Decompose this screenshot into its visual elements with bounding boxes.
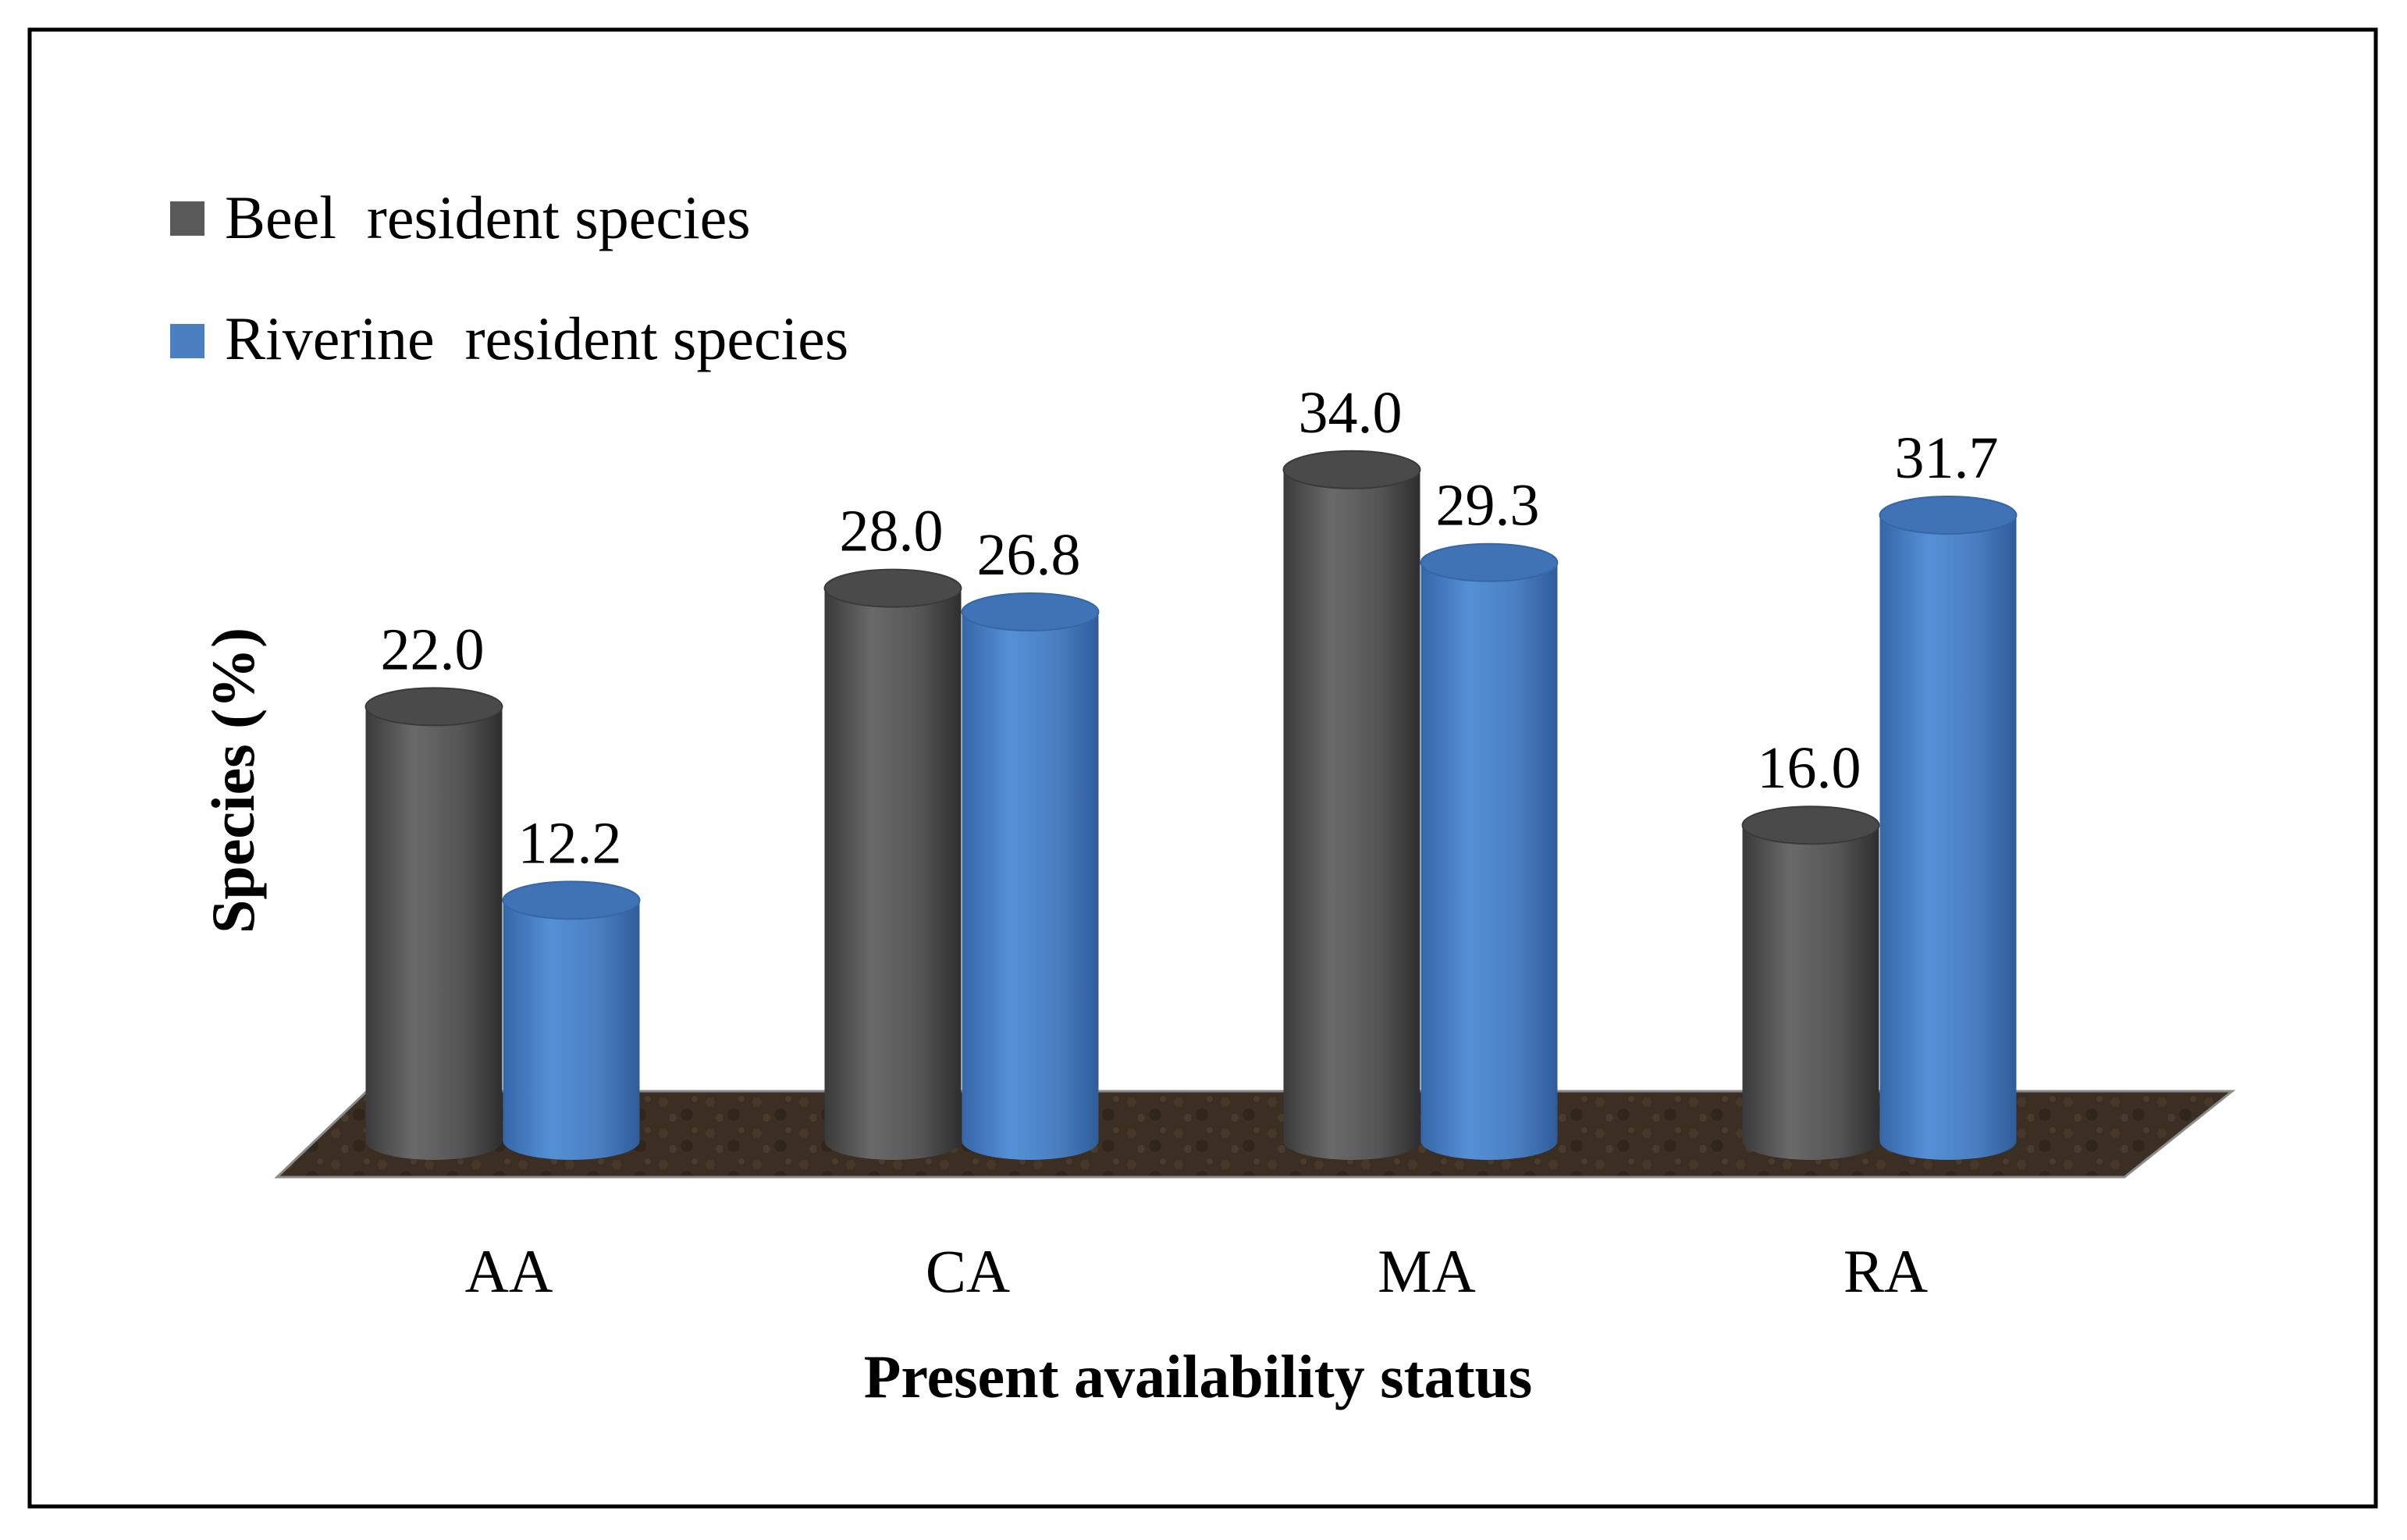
data-label: 22.0 [381, 617, 485, 682]
bar-body [503, 900, 640, 1160]
data-labels-layer: 22.0 28.0 34.0 16.0 12.2 26.8 29.3 31.7 [381, 380, 1999, 877]
x-tick-label: AA [465, 1237, 553, 1305]
bar-top [961, 592, 1100, 631]
bar-riverine-ma [1420, 542, 1559, 1160]
bar-riverine-ca [961, 592, 1100, 1160]
bar-body [1879, 514, 2017, 1160]
data-label: 31.7 [1895, 425, 1999, 491]
bar-top [364, 687, 503, 727]
legend-swatch-beel [170, 201, 204, 236]
legend-swatch-riverine [170, 324, 204, 358]
bar-top [1282, 450, 1421, 489]
x-tick-label: RA [1843, 1237, 1928, 1305]
bar-riverine-aa [502, 880, 641, 1160]
bar-top [823, 568, 962, 608]
legend: Beel resident species Riverine resident … [170, 183, 848, 372]
bar-body [1283, 469, 1420, 1160]
bar-beel-aa [364, 687, 503, 1160]
data-label: 12.2 [518, 810, 622, 876]
bar-beel-ma [1282, 450, 1421, 1160]
legend-item-riverine: Riverine resident species [170, 304, 848, 372]
legend-item-beel: Beel resident species [170, 183, 751, 251]
bar-body [824, 588, 962, 1160]
bar-body [962, 611, 1099, 1160]
x-tick-labels: AA CA MA RA [465, 1237, 1929, 1305]
x-tick-label: CA [926, 1237, 1010, 1305]
bar-beel-ca [823, 568, 962, 1160]
bar-body [365, 706, 503, 1160]
data-label: 28.0 [840, 499, 944, 564]
bar-top [1879, 495, 2018, 535]
bar-body [1420, 562, 1558, 1160]
x-axis-title: Present availability status [864, 1343, 1533, 1410]
data-label: 26.8 [977, 522, 1081, 588]
data-label: 34.0 [1299, 380, 1403, 446]
bar-top [502, 880, 641, 920]
legend-label-beel: Beel resident species [225, 183, 751, 251]
bar-top [1741, 806, 1880, 845]
data-label: 29.3 [1436, 473, 1540, 539]
bar-body [1742, 825, 1879, 1160]
legend-label-riverine: Riverine resident species [225, 304, 848, 372]
x-tick-label: MA [1378, 1237, 1476, 1305]
bars-layer [364, 450, 2018, 1160]
chart-frame [27, 27, 2378, 1509]
bar-beel-ra [1741, 806, 1880, 1160]
bar-riverine-ra [1879, 495, 2018, 1160]
y-axis-title: Species (%) [199, 628, 267, 934]
bar-top [1420, 542, 1559, 582]
data-label: 16.0 [1758, 735, 1861, 801]
